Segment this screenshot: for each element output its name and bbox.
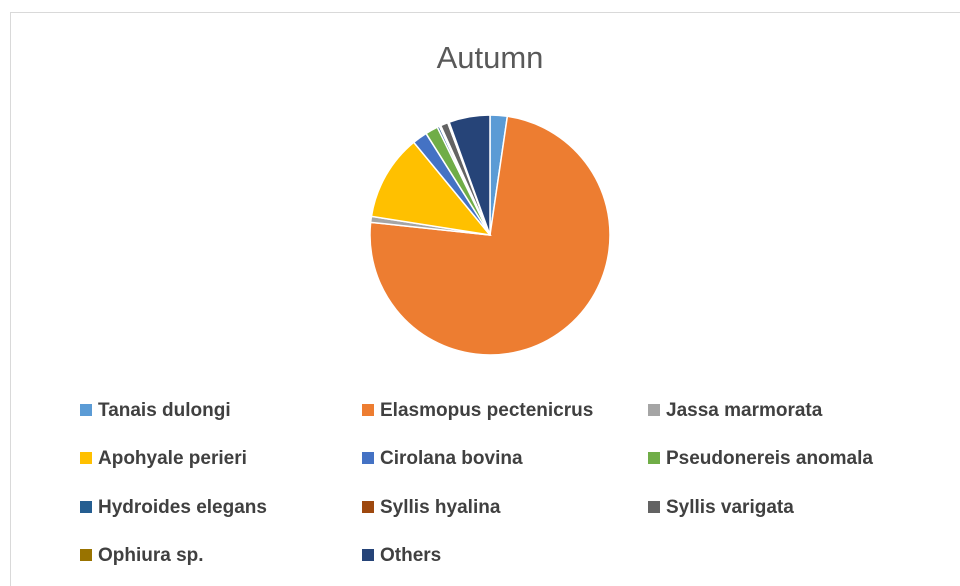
pie-slice — [448, 114, 491, 236]
legend-label: Syllis varigata — [666, 497, 794, 518]
legend-swatch — [80, 501, 92, 513]
legend-swatch — [362, 404, 374, 416]
legend-label: Apohyale perieri — [98, 448, 247, 469]
legend-swatch — [362, 549, 374, 561]
legend-swatch — [362, 501, 374, 513]
legend-swatch — [648, 404, 660, 416]
legend-swatch — [80, 404, 92, 416]
legend-swatch — [80, 452, 92, 464]
legend-swatch — [80, 549, 92, 561]
legend-label: Ophiura sp. — [98, 545, 204, 566]
legend-swatch — [648, 452, 660, 464]
legend-swatch — [648, 501, 660, 513]
legend-swatch — [362, 452, 374, 464]
legend-label: Hydroides elegans — [98, 497, 267, 518]
legend-label: Syllis hyalina — [380, 497, 501, 518]
pie-slice — [370, 141, 492, 237]
chart-title: Autumn — [437, 40, 544, 75]
legend-label: Tanais dulongi — [98, 400, 231, 421]
legend-label: Cirolana bovina — [380, 448, 523, 469]
legend-label: Pseudonereis anomala — [666, 448, 873, 469]
legend-label: Others — [380, 545, 441, 566]
legend-label: Jassa marmorata — [666, 400, 823, 421]
legend-label: Elasmopus pectenicrus — [380, 400, 593, 421]
